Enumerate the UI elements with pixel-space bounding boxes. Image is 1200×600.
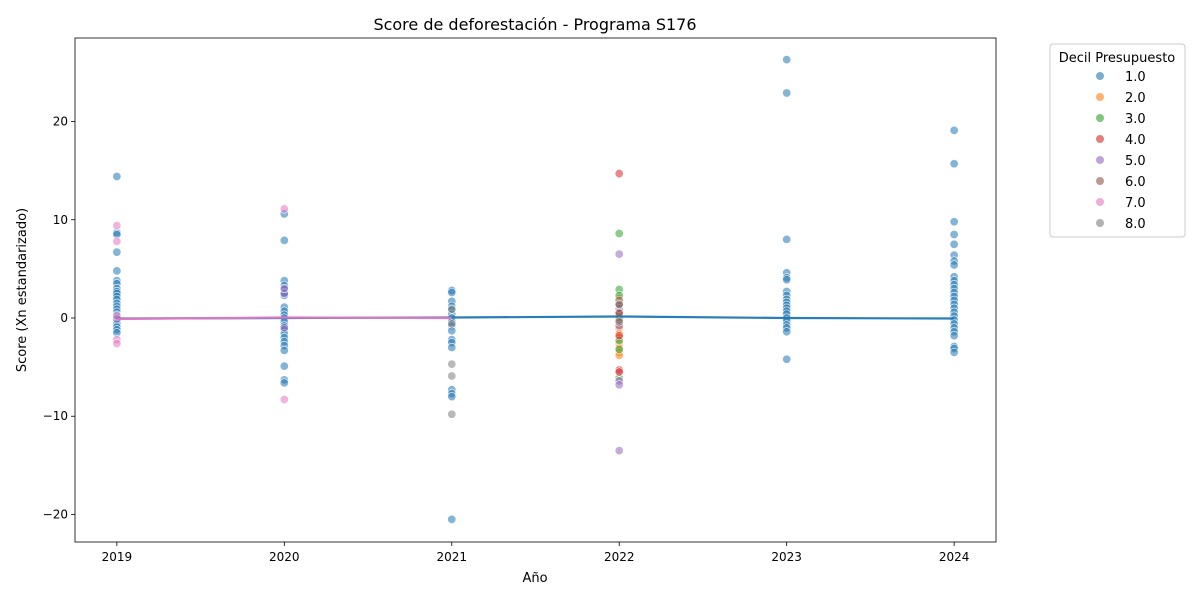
y-tick-label: 20 [53, 115, 68, 129]
legend-entry-label: 3.0 [1125, 112, 1146, 127]
legend-marker [1096, 93, 1104, 101]
data-point [112, 266, 122, 276]
chart-title: Score de deforestación - Programa S176 [373, 15, 696, 34]
data-point [614, 249, 624, 259]
data-point [614, 317, 624, 327]
data-point [614, 299, 624, 309]
data-point [279, 345, 289, 355]
data-point [279, 235, 289, 245]
y-tick-label: −20 [43, 507, 68, 521]
legend-marker [1096, 219, 1104, 227]
data-point [614, 367, 624, 377]
data-point [279, 361, 289, 371]
data-points [112, 55, 959, 524]
x-tick-label: 2019 [102, 550, 133, 564]
x-tick-label: 2020 [269, 550, 300, 564]
legend-box [1049, 43, 1186, 238]
y-tick-label: 0 [60, 311, 68, 325]
data-point [279, 378, 289, 388]
data-point [279, 204, 289, 214]
legend-marker [1096, 177, 1104, 185]
legend-marker [1096, 135, 1104, 143]
trend-line [116, 316, 452, 321]
data-point [782, 55, 792, 65]
legend-entry-label: 2.0 [1125, 91, 1146, 106]
legend-entry-label: 4.0 [1125, 133, 1146, 148]
data-point [614, 380, 624, 390]
legend-entry-label: 5.0 [1125, 154, 1146, 169]
data-point [112, 236, 122, 246]
data-point [447, 319, 457, 329]
legend-entry-label: 8.0 [1125, 217, 1146, 232]
data-point [949, 159, 959, 169]
data-point [112, 339, 122, 349]
data-point [949, 125, 959, 135]
data-point [279, 395, 289, 405]
legend-marker [1096, 72, 1104, 80]
legend-entry-label: 6.0 [1125, 175, 1146, 190]
data-point [614, 229, 624, 239]
data-point [614, 446, 624, 456]
data-point [949, 229, 959, 239]
data-point [447, 392, 457, 402]
trend-lines [116, 315, 955, 321]
data-point [614, 344, 624, 354]
legend-entry-label: 1.0 [1125, 70, 1146, 85]
data-point [447, 287, 457, 297]
data-point [112, 221, 122, 231]
data-point [112, 247, 122, 257]
data-point [447, 409, 457, 419]
data-point [447, 342, 457, 352]
data-point [782, 275, 792, 285]
data-point [949, 347, 959, 357]
x-tick-label: 2021 [436, 550, 467, 564]
data-point [279, 323, 289, 333]
legend-marker [1096, 198, 1104, 206]
data-point [614, 331, 624, 341]
data-point [949, 260, 959, 270]
legend-marker [1096, 114, 1104, 122]
data-point [112, 172, 122, 182]
data-point [949, 217, 959, 227]
y-axis: −20 −10 0 10 20 [43, 115, 75, 521]
y-axis-title: Score (Xn estandarizado) [15, 208, 30, 372]
data-point [614, 169, 624, 179]
data-point [447, 359, 457, 369]
x-tick-label: 2023 [771, 550, 802, 564]
x-tick-label: 2022 [604, 550, 635, 564]
data-point [447, 304, 457, 314]
data-point [447, 514, 457, 524]
x-axis: 2019 2020 2021 2022 2023 2024 [102, 542, 970, 564]
data-point [782, 88, 792, 98]
legend-entry-label: 7.0 [1125, 196, 1146, 211]
data-point [279, 284, 289, 294]
legend: Decil Presupuesto 1.0 2.0 3.0 4.0 5.0 6.0 7.0 8… [1049, 43, 1186, 238]
data-point [782, 234, 792, 244]
data-point [447, 371, 457, 381]
data-point [949, 239, 959, 249]
y-tick-label: 10 [53, 213, 68, 227]
data-point [949, 331, 959, 341]
y-tick-label: −10 [43, 409, 68, 423]
legend-title: Decil Presupuesto [1059, 51, 1176, 66]
x-tick-label: 2024 [939, 550, 970, 564]
data-point [782, 327, 792, 337]
legend-marker [1096, 156, 1104, 164]
data-point [782, 354, 792, 364]
x-axis-title: Año [522, 571, 547, 586]
plot-frame [74, 37, 997, 543]
